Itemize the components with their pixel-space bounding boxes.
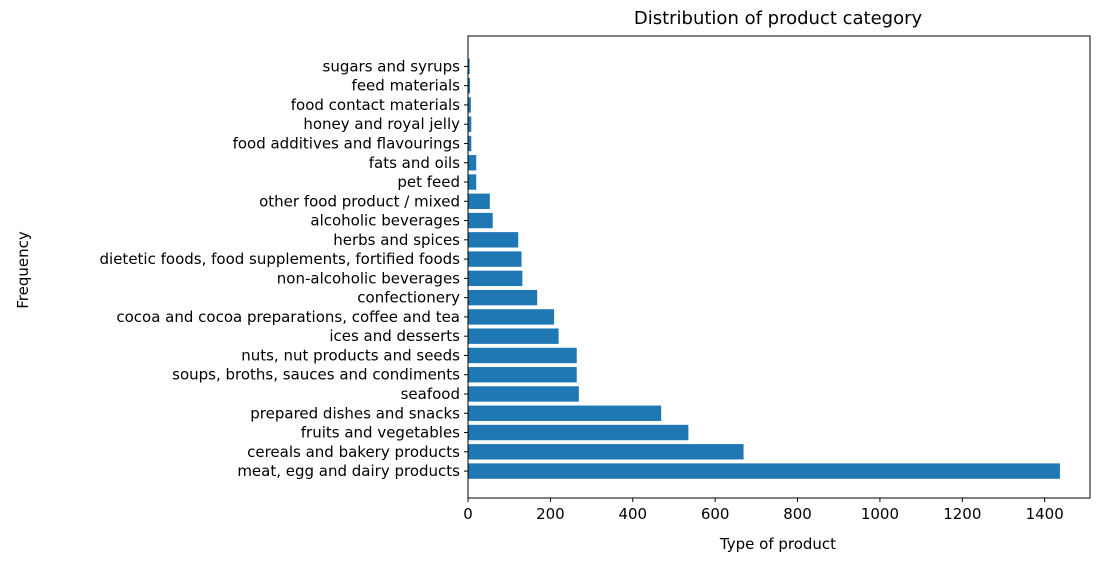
y-tick-label: soups, broths, sauces and condiments	[172, 366, 460, 384]
bar	[468, 251, 522, 267]
y-tick-label: confectionery	[357, 289, 460, 307]
bar	[468, 77, 471, 94]
bar	[468, 174, 477, 190]
y-tick-label: seafood	[401, 385, 460, 403]
y-tick-label: food contact materials	[291, 96, 460, 114]
bar	[468, 424, 689, 441]
y-tick-label: cocoa and cocoa preparations, coffee and…	[116, 308, 460, 326]
y-tick-label: fats and oils	[369, 154, 460, 172]
x-tick-label: 1200	[943, 505, 981, 523]
bar	[468, 212, 493, 229]
bar	[468, 97, 471, 113]
bar	[468, 232, 519, 248]
bar	[468, 193, 490, 209]
y-tick-label: herbs and spices	[333, 231, 460, 249]
y-tick-label: prepared dishes and snacks	[250, 404, 460, 422]
plot-frame	[467, 35, 1091, 499]
x-tick-label: 800	[783, 505, 812, 523]
x-tick-label: 200	[536, 505, 565, 523]
bar	[468, 155, 477, 171]
y-axis-label: Frequency	[14, 231, 32, 309]
bar	[468, 367, 577, 383]
bar	[468, 463, 1060, 479]
x-tick-label: 1000	[861, 505, 899, 523]
y-tick-label: food additives and flavourings	[233, 134, 461, 152]
y-tick-label: other food product / mixed	[259, 192, 460, 210]
chart-title: Distribution of product category	[634, 8, 923, 29]
bar	[468, 328, 559, 344]
bar	[468, 444, 744, 460]
bar	[468, 405, 662, 421]
bar	[468, 289, 538, 306]
x-tick-labels: 0 200 400 600 800 1000 1200 1400	[463, 498, 1064, 523]
x-tick-label: 400	[618, 505, 647, 523]
x-tick-label: 0	[463, 505, 473, 523]
y-tick-label: alcoholic beverages	[310, 212, 460, 230]
bar	[468, 58, 470, 75]
y-tick-label: ices and desserts	[329, 327, 460, 345]
x-tick-label: 1400	[1026, 505, 1064, 523]
x-axis-label: Type of product	[719, 535, 836, 553]
y-tick-label: feed materials	[352, 77, 461, 95]
y-tick-label: sugars and syrups	[323, 57, 461, 75]
bars-layer	[468, 58, 1060, 479]
y-tick-label: fruits and vegetables	[301, 424, 460, 442]
y-tick-label: non-alcoholic beverages	[277, 269, 460, 287]
bar	[468, 309, 555, 325]
bar	[468, 270, 523, 287]
bar	[468, 347, 577, 364]
y-tick-label: dietetic foods, food supplements, fortif…	[100, 250, 461, 268]
y-tick-label: honey and royal jelly	[303, 115, 460, 133]
y-tick-label: nuts, nut products and seeds	[241, 346, 460, 364]
y-tick-label: cereals and bakery products	[247, 443, 460, 461]
bar	[468, 116, 472, 132]
bar	[468, 386, 579, 402]
bar	[468, 135, 472, 152]
y-tick-label: meat, egg and dairy products	[237, 462, 460, 480]
x-tick-label: 600	[701, 505, 730, 523]
y-tick-label: pet feed	[397, 173, 460, 191]
